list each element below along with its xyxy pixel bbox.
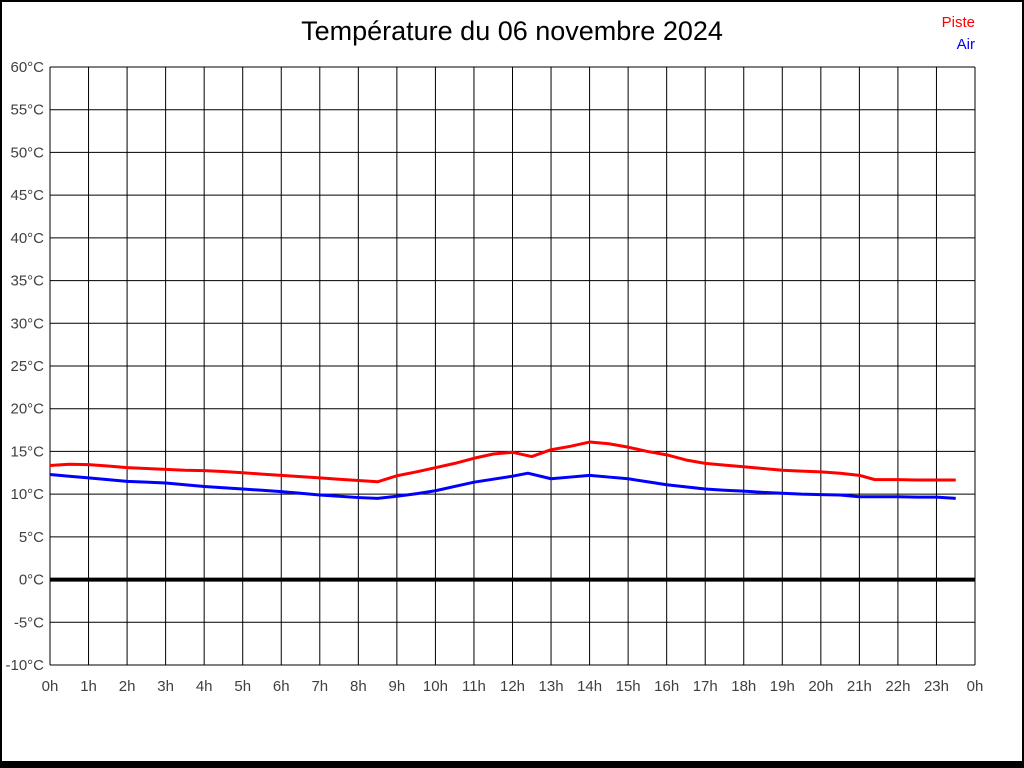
x-tick-label: 4h bbox=[196, 678, 213, 695]
x-tick-label: 6h bbox=[273, 678, 290, 695]
y-tick-label: 40°C bbox=[10, 230, 44, 247]
x-tick-label: 13h bbox=[539, 678, 564, 695]
series-piste-line bbox=[49, 440, 956, 484]
y-tick-label: 5°C bbox=[19, 529, 44, 546]
series-air-line bbox=[49, 471, 956, 500]
x-tick-label: 21h bbox=[847, 678, 872, 695]
x-tick-label: 15h bbox=[616, 678, 641, 695]
legend-item-air: Air bbox=[956, 36, 975, 53]
y-tick-label: 50°C bbox=[10, 144, 44, 161]
x-tick-label: 3h bbox=[157, 678, 174, 695]
x-tick-label: 1h bbox=[80, 678, 97, 695]
y-tick-label: 45°C bbox=[10, 187, 44, 204]
y-tick-label: 20°C bbox=[10, 401, 44, 418]
x-tick-label: 17h bbox=[693, 678, 718, 695]
y-tick-label: -10°C bbox=[5, 657, 44, 674]
x-tick-label: 8h bbox=[350, 678, 367, 695]
y-tick-label: 10°C bbox=[10, 486, 44, 503]
x-tick-label: 2h bbox=[119, 678, 136, 695]
x-tick-label: 9h bbox=[389, 678, 406, 695]
x-tick-label: 18h bbox=[731, 678, 756, 695]
bottom-bar bbox=[0, 761, 1024, 768]
x-tick-label: 0h bbox=[967, 678, 984, 695]
y-tick-label: 55°C bbox=[10, 102, 44, 119]
x-tick-label: 5h bbox=[234, 678, 251, 695]
x-tick-label: 0h bbox=[42, 678, 59, 695]
y-tick-label: 15°C bbox=[10, 443, 44, 460]
x-tick-label: 12h bbox=[500, 678, 525, 695]
x-tick-label: 16h bbox=[654, 678, 679, 695]
x-tick-label: 10h bbox=[423, 678, 448, 695]
x-tick-label: 11h bbox=[462, 678, 486, 695]
x-tick-label: 7h bbox=[311, 678, 328, 695]
x-tick-label: 23h bbox=[924, 678, 949, 695]
x-tick-label: 14h bbox=[577, 678, 602, 695]
chart-title: Température du 06 novembre 2024 bbox=[301, 16, 723, 46]
legend-item-piste: Piste bbox=[941, 14, 975, 31]
y-tick-label: -5°C bbox=[14, 614, 44, 631]
x-tick-label: 20h bbox=[808, 678, 833, 695]
y-tick-label: 35°C bbox=[10, 273, 44, 290]
x-tick-label: 19h bbox=[770, 678, 795, 695]
y-tick-label: 30°C bbox=[10, 315, 44, 332]
x-tick-label: 22h bbox=[885, 678, 910, 695]
chart-legend: Piste Air bbox=[942, 12, 975, 56]
y-tick-label: 60°C bbox=[10, 59, 44, 76]
y-tick-label: 25°C bbox=[10, 358, 44, 375]
y-tick-label: 0°C bbox=[19, 572, 44, 589]
